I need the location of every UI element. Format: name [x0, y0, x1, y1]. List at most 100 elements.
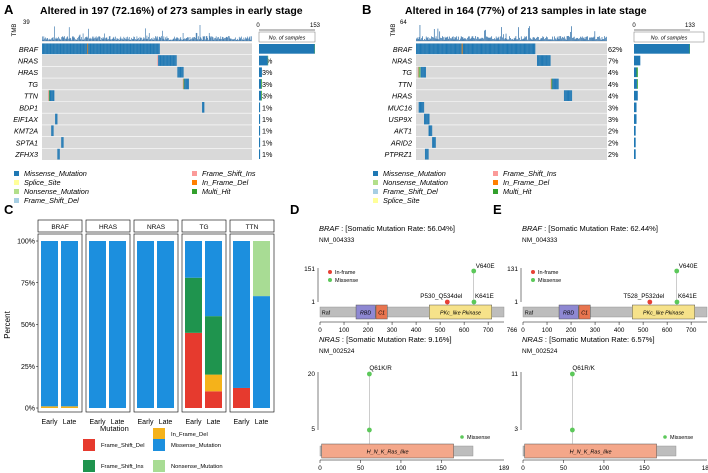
stacked-bar-segment — [205, 391, 222, 408]
bar-axis-max: 133 — [685, 23, 696, 29]
legend-dot — [460, 435, 464, 439]
y-max: 20 — [308, 371, 316, 378]
tmb-bar — [464, 38, 466, 41]
mutation-cell — [554, 78, 556, 90]
tmb-bar — [190, 39, 192, 41]
tmb-bar — [423, 39, 424, 41]
mutation-cell — [479, 43, 481, 55]
stacked-bar-segment — [205, 316, 222, 375]
tmb-bar — [532, 37, 534, 41]
mutation-cell — [545, 55, 547, 66]
tmb-bar — [63, 37, 65, 41]
legend-label: Missense_Mutation — [383, 169, 446, 178]
mutation-cell — [457, 43, 459, 55]
tmb-max: 64 — [400, 20, 407, 26]
stacked-bar-segment — [253, 296, 270, 408]
tmb-bar — [456, 36, 458, 41]
tmb-bar — [526, 36, 528, 41]
legend-label: Multi_Hit — [202, 187, 231, 196]
tmb-bar — [202, 39, 203, 41]
mutation-cell — [568, 90, 570, 101]
bar-title-box — [633, 31, 705, 43]
mutation-cell — [567, 90, 569, 101]
mutation-cell — [445, 43, 447, 55]
mutation-cell — [185, 78, 186, 90]
mutation-cell — [75, 43, 77, 55]
mutation-cell — [128, 43, 129, 55]
tmb-bar — [459, 39, 460, 41]
tmb-bar — [493, 38, 494, 41]
tmb-bar — [102, 38, 103, 41]
mutation-cell — [80, 43, 82, 55]
mutation-cell — [52, 90, 54, 101]
mutation-cell — [110, 43, 112, 55]
tmb-bar — [424, 39, 426, 41]
tmb-bar — [433, 37, 434, 41]
gene-label: BRAF — [19, 45, 39, 54]
tmb-bar — [567, 36, 569, 41]
gene-bar — [259, 125, 261, 136]
tmb-bar — [169, 39, 171, 41]
mutation-cell — [518, 43, 520, 55]
mutation-cell — [163, 55, 165, 66]
mutation-cell — [87, 43, 89, 55]
tmb-bar — [440, 37, 441, 41]
x-tick-label: 150 — [436, 465, 447, 472]
mutation-cell — [525, 43, 527, 55]
tmb-bar — [566, 36, 568, 41]
tmb-bar — [572, 37, 573, 41]
mutation-cell — [528, 43, 530, 55]
tmb-bar — [127, 36, 128, 41]
lollipop-head — [674, 268, 680, 274]
tmb-bar — [547, 39, 549, 41]
mutation-cell — [58, 148, 59, 160]
tmb-bar — [559, 36, 561, 41]
tmb-bar — [425, 36, 427, 41]
tmb-bar — [438, 39, 440, 41]
mutation-cell — [534, 43, 536, 55]
mutation-cell — [107, 43, 109, 55]
percent-label: 1% — [262, 115, 273, 124]
x-tick-label: 150 — [639, 465, 650, 472]
mutation-cell — [155, 43, 157, 55]
mutation-label: V640E — [679, 263, 698, 270]
tmb-bar — [51, 38, 52, 41]
mutation-cell — [427, 113, 429, 125]
mutation-cell — [484, 43, 486, 55]
mutation-cell — [122, 43, 123, 55]
tmb-bar — [92, 36, 93, 41]
mutation-cell — [100, 43, 102, 55]
mutation-cell — [108, 43, 110, 55]
tmb-bar — [244, 39, 245, 41]
tmb-bar — [82, 33, 84, 41]
legend-swatch — [192, 180, 197, 185]
tmb-bar — [125, 38, 126, 41]
tmb-bar — [115, 39, 117, 41]
protein-backbone — [522, 306, 708, 318]
mutation-cell — [461, 43, 463, 55]
mutation-cell — [48, 43, 49, 55]
x-tick-label: 200 — [363, 327, 374, 334]
tmb-bar — [199, 25, 201, 41]
tmb-bar — [105, 37, 107, 41]
tmb-bar — [133, 36, 135, 41]
mutation-cell — [434, 137, 436, 148]
tmb-bar — [546, 36, 547, 41]
mutation-cell — [470, 43, 472, 55]
mutation-cell — [469, 43, 471, 55]
mutation-cell — [48, 90, 49, 101]
y-min: 3 — [514, 426, 518, 433]
tmb-bar — [488, 37, 490, 41]
mutation-cell — [548, 55, 550, 66]
mutation-cell — [114, 43, 116, 55]
mutation-cell — [62, 43, 63, 55]
tmb-bar — [471, 36, 473, 41]
legend-swatch — [493, 171, 498, 176]
y-tick-label: 0% — [25, 406, 35, 413]
tmb-bar — [594, 31, 596, 41]
mutation-cell — [89, 43, 91, 55]
mutation-cell — [96, 43, 98, 55]
domain-label: C1 — [378, 311, 385, 317]
lollipop-head — [366, 427, 372, 433]
